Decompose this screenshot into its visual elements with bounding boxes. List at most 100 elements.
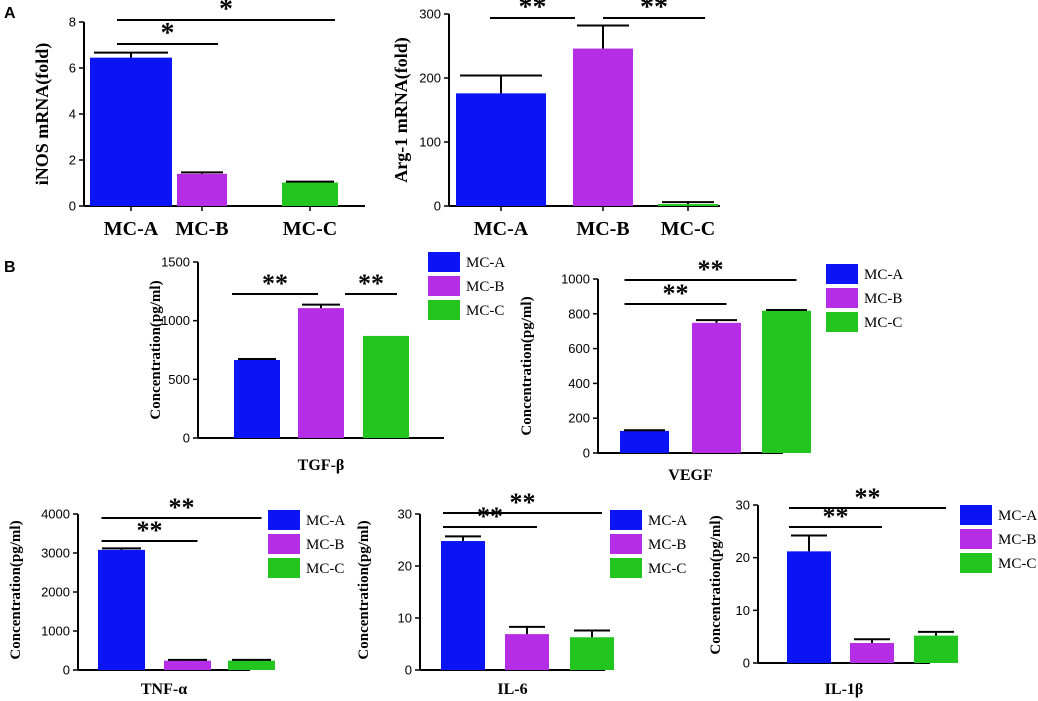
x-axis-label: IL-1β <box>825 681 864 698</box>
chart-il1b: 0 10 20 30 Concentration(pg/ml) IL-1β **** MC-A… <box>708 483 1037 698</box>
y-tick-label: 1000 <box>561 272 590 287</box>
bar-mc-a <box>787 551 831 663</box>
y-tick-label: 0 <box>583 446 590 461</box>
y-tick-label: 0 <box>63 663 70 678</box>
y-axis-label: Concentration(pg/ml) <box>708 515 724 654</box>
chart-tgfb: 0 500 1000 1500 Concentration(pg/ml) TGF-β ** *… <box>148 252 505 474</box>
significance-marker: ** <box>510 488 536 517</box>
chart-tnfa: 0 1000 2000 3000 4000 Concentration(pg/ml) TNF… <box>8 493 345 698</box>
legend-swatch <box>268 558 300 578</box>
bar-mc-c <box>914 635 958 663</box>
legend-label: MC-C <box>648 561 686 577</box>
legend-label: MC-B <box>864 291 902 307</box>
y-tick-label: 1000 <box>161 313 190 328</box>
legend-label: MC-C <box>998 556 1036 572</box>
y-axis-label: Concentration(pg/ml) <box>519 296 535 435</box>
y-axis-label: Arg-1 mRNA(fold) <box>391 37 412 182</box>
bar-mc-c <box>762 310 811 453</box>
bar-mc-a <box>234 359 280 438</box>
legend-swatch <box>428 252 460 272</box>
panel-label-b: B <box>4 259 16 276</box>
significance-marker: ** <box>169 493 195 522</box>
legend-label: MC-B <box>466 279 504 295</box>
y-tick-label: 3000 <box>41 546 70 561</box>
legend-label: MC-A <box>306 513 345 529</box>
y-axis-label: Concentration(pg/ml) <box>356 520 372 659</box>
legend-label: MC-A <box>648 513 687 529</box>
y-tick-label: 0 <box>69 199 76 214</box>
significance-marker: ** <box>823 502 849 531</box>
y-axis-label: Concentration(pg/ml) <box>8 520 24 659</box>
significance-marker: ** <box>358 269 384 298</box>
y-axis-label: Concentration(pg/ml) <box>148 280 164 419</box>
y-tick-label: 10 <box>736 603 750 618</box>
legend-label: MC-C <box>864 315 902 331</box>
x-axis-label: VEGF <box>668 467 713 484</box>
y-tick-label: 200 <box>419 71 441 86</box>
bar-mc-a <box>90 57 172 207</box>
y-tick-label: 0 <box>743 656 750 671</box>
x-tick-label: MC-C <box>661 218 715 240</box>
y-tick-label: 0 <box>405 663 412 678</box>
legend-swatch <box>960 529 992 549</box>
legend-swatch <box>960 505 992 525</box>
bar-mc-c <box>570 637 614 670</box>
y-tick-label: 8 <box>69 15 76 30</box>
x-axis-label: TNF-α <box>141 681 187 698</box>
bar-mc-a <box>98 549 145 670</box>
significance-marker: * <box>219 0 233 25</box>
legend-swatch <box>428 300 460 320</box>
y-tick-label: 1500 <box>161 255 190 270</box>
y-tick-label: 30 <box>736 498 750 513</box>
legend-swatch <box>610 510 642 530</box>
significance-marker: ** <box>855 483 881 512</box>
y-tick-label: 2 <box>69 153 76 168</box>
legend-label: MC-B <box>306 537 344 553</box>
y-tick-label: 20 <box>398 559 412 574</box>
bar-mc-a <box>456 93 546 206</box>
legend-label: MC-B <box>648 537 686 553</box>
bar-mc-c <box>282 182 338 206</box>
y-tick-label: 0 <box>183 431 190 446</box>
y-tick-label: 6 <box>69 61 76 76</box>
legend-swatch <box>960 553 992 573</box>
bar-mc-c <box>228 660 275 670</box>
panel-label-a: A <box>4 5 16 22</box>
significance-marker: ** <box>519 0 547 23</box>
x-axis-label: IL-6 <box>497 681 527 698</box>
chart-inos: 0 2 4 6 8 MC-A MC-B MC-C iNOS mRNA(fold) * * <box>32 0 365 240</box>
y-tick-label: 300 <box>419 7 441 22</box>
bar-mc-b <box>505 634 549 670</box>
significance-marker: ** <box>137 516 163 545</box>
x-tick-label: MC-A <box>104 218 159 240</box>
significance-marker: ** <box>640 0 668 23</box>
legend-swatch <box>428 276 460 296</box>
y-tick-label: 800 <box>568 306 590 321</box>
bar-mc-b <box>573 48 633 207</box>
chart-vegf: 0 200 400 600 800 1000 Concentration(pg/ml) VEG… <box>519 255 903 484</box>
bar-mc-a <box>620 430 669 453</box>
y-tick-label: 2000 <box>41 585 70 600</box>
y-tick-label: 4000 <box>41 507 70 522</box>
significance-marker: ** <box>698 255 724 284</box>
legend-swatch <box>826 312 858 332</box>
y-tick-label: 4 <box>69 107 76 122</box>
significance-marker: * <box>161 18 175 49</box>
legend-swatch <box>826 288 858 308</box>
legend-label: MC-A <box>864 267 903 283</box>
bar-mc-b <box>177 173 227 206</box>
legend-label: MC-C <box>466 303 504 319</box>
bar-mc-b <box>164 660 211 670</box>
bar-mc-b <box>298 308 344 438</box>
y-tick-label: 0 <box>434 199 441 214</box>
chart-il6: 0 10 20 30 Concentration(pg/ml) IL-6 ** ** MC-A M… <box>356 488 687 698</box>
y-tick-label: 500 <box>168 372 190 387</box>
significance-marker: ** <box>663 279 689 308</box>
y-tick-label: 400 <box>568 376 590 391</box>
x-tick-label: MC-B <box>576 218 629 240</box>
x-tick-label: MC-B <box>175 218 228 240</box>
legend-swatch <box>268 534 300 554</box>
bar-mc-b <box>692 322 741 453</box>
